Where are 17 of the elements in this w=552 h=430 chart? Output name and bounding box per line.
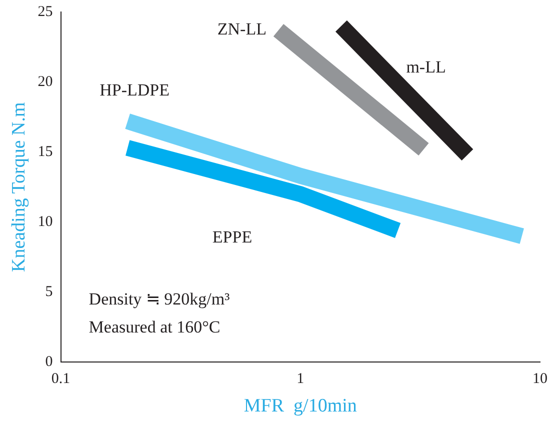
annotation: Density ≒ 920kg/m³ bbox=[88, 290, 230, 309]
series-label: ZN-LL bbox=[217, 20, 266, 39]
series-label: HP-LDPE bbox=[100, 80, 170, 100]
x-tick-label: 0.1 bbox=[51, 371, 70, 388]
annotation: Measured at 160°C bbox=[88, 318, 220, 337]
y-tick-label: 0 bbox=[45, 354, 53, 370]
x-tick-label: 10 bbox=[532, 371, 548, 388]
y-tick-label: 5 bbox=[45, 284, 53, 300]
y-tick-label: 25 bbox=[38, 4, 53, 20]
series-label: m-LL bbox=[406, 57, 446, 76]
y-tick-label: 20 bbox=[38, 74, 53, 90]
y-tick-label: 10 bbox=[38, 214, 53, 230]
y-tick-label: 15 bbox=[38, 144, 53, 160]
x-tick-label: 1 bbox=[296, 371, 304, 388]
x-axis-title: MFR g/10min bbox=[244, 396, 358, 417]
y-axis-title: Kneading Torque N.m bbox=[8, 102, 30, 272]
text: EPPE bbox=[212, 228, 252, 247]
